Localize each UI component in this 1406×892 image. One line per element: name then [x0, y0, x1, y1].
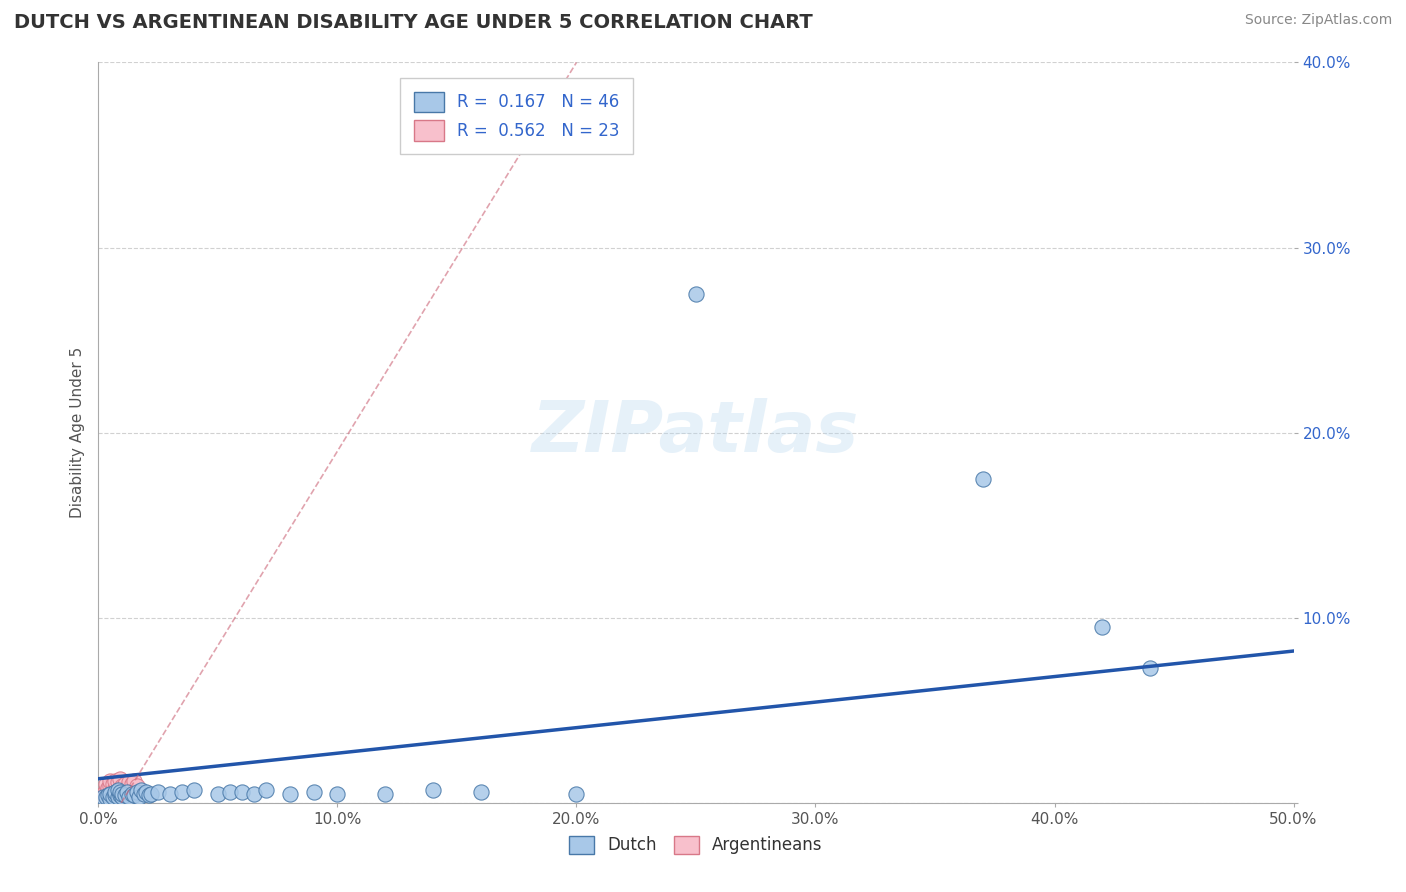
Point — [98, 787, 122, 801]
Point — [254, 782, 277, 797]
Point — [98, 792, 122, 806]
Text: DUTCH VS ARGENTINEAN DISABILITY AGE UNDER 5 CORRELATION CHART: DUTCH VS ARGENTINEAN DISABILITY AGE UNDE… — [14, 13, 813, 32]
Point — [132, 787, 155, 801]
Point — [98, 773, 122, 788]
Point — [101, 782, 124, 797]
Point — [125, 785, 148, 799]
Point — [231, 785, 253, 799]
Point — [302, 785, 325, 799]
Point — [124, 789, 146, 803]
Point — [108, 789, 131, 803]
Legend: Dutch, Argentineans: Dutch, Argentineans — [562, 829, 830, 861]
Point — [104, 773, 127, 788]
Point — [94, 782, 117, 797]
Text: ZIPatlas: ZIPatlas — [533, 398, 859, 467]
Point — [470, 785, 492, 799]
Point — [98, 785, 122, 799]
Point — [219, 785, 242, 799]
Point — [326, 787, 349, 801]
Point — [101, 790, 124, 805]
Point — [107, 782, 129, 797]
Point — [104, 780, 127, 795]
Point — [115, 780, 138, 795]
Point — [91, 790, 114, 805]
Point — [128, 790, 150, 805]
Point — [111, 787, 134, 801]
Point — [121, 777, 143, 791]
Point — [148, 785, 170, 799]
Point — [138, 789, 160, 803]
Point — [118, 775, 141, 789]
Point — [278, 787, 301, 801]
Point — [101, 777, 124, 791]
Point — [1139, 661, 1161, 675]
Point — [97, 780, 120, 795]
Point — [422, 782, 444, 797]
Point — [94, 777, 117, 791]
Point — [124, 773, 146, 788]
Point — [98, 779, 122, 793]
Point — [97, 787, 120, 801]
Point — [207, 787, 229, 801]
Point — [111, 790, 134, 805]
Point — [111, 779, 134, 793]
Point — [104, 789, 127, 803]
Point — [972, 472, 994, 486]
Point — [243, 787, 266, 801]
Point — [139, 787, 162, 801]
Point — [685, 286, 707, 301]
Y-axis label: Disability Age Under 5: Disability Age Under 5 — [69, 347, 84, 518]
Text: Source: ZipAtlas.com: Source: ZipAtlas.com — [1244, 13, 1392, 28]
Point — [135, 785, 157, 799]
Point — [115, 785, 138, 799]
Point — [125, 779, 148, 793]
Point — [108, 780, 131, 795]
Point — [97, 789, 120, 803]
Point — [107, 782, 129, 797]
Point — [94, 790, 117, 805]
Point — [114, 789, 136, 803]
Point — [108, 772, 131, 786]
Point — [104, 785, 127, 799]
Point — [1091, 620, 1114, 634]
Point — [118, 790, 141, 805]
Point — [108, 785, 131, 799]
Point — [131, 782, 153, 797]
Point — [172, 785, 194, 799]
Point — [183, 782, 205, 797]
Point — [114, 777, 136, 791]
Point — [121, 787, 143, 801]
Point — [91, 787, 114, 801]
Point — [374, 787, 396, 801]
Point — [159, 787, 181, 801]
Point — [107, 775, 129, 789]
Point — [565, 787, 588, 801]
Point — [107, 790, 129, 805]
